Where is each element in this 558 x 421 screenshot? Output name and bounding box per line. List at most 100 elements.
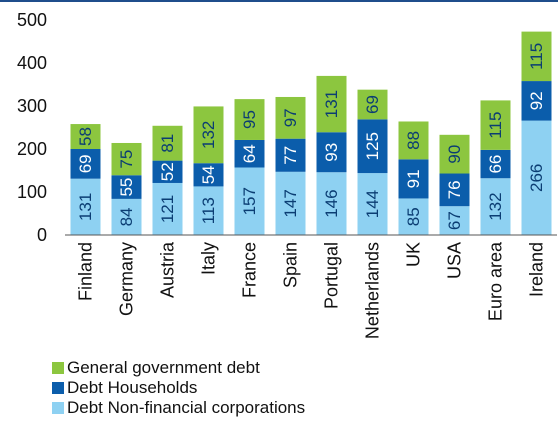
x-tick-label: UK	[404, 242, 424, 267]
data-label: 132	[199, 121, 218, 149]
bar-segment	[521, 120, 552, 235]
bar-segment	[111, 198, 142, 235]
data-label: 157	[240, 187, 259, 215]
x-tick-label: Austria	[158, 241, 178, 298]
data-label: 92	[527, 91, 546, 110]
legend-item-corporations: Debt Non-financial corporations	[52, 398, 305, 418]
bar-segment	[398, 159, 429, 199]
bar-segment	[316, 172, 347, 235]
bar-segment	[439, 173, 470, 207]
bar-segment	[234, 139, 265, 168]
data-label: 69	[363, 95, 382, 114]
data-label: 121	[158, 195, 177, 223]
bar-segment	[480, 178, 511, 235]
bar-segment	[480, 100, 511, 150]
top-rule	[0, 0, 558, 2]
data-label: 84	[117, 207, 136, 226]
y-tick-label: 100	[17, 182, 47, 202]
x-tick-label: Euro area	[486, 241, 506, 321]
y-tick-label: 400	[17, 53, 47, 73]
data-label: 52	[158, 162, 177, 181]
y-tick-label: 0	[37, 225, 47, 245]
data-label: 85	[404, 207, 423, 226]
stacked-bar-chart: 0 100 200 300 400 500 131 69 58 Finland 84 55 75 Germ…	[17, 10, 557, 339]
bar-segment	[193, 186, 224, 235]
bar-segment	[275, 171, 306, 235]
data-label: 115	[527, 43, 546, 70]
data-label: 64	[240, 144, 259, 163]
bar-segment	[357, 89, 388, 120]
legend-swatch-government	[52, 362, 64, 374]
y-tick-label: 300	[17, 96, 47, 116]
data-label: 81	[158, 134, 177, 153]
data-label: 147	[281, 189, 300, 217]
bar-segment	[111, 175, 142, 199]
bar-segment	[439, 206, 470, 235]
x-tick-label: Spain	[281, 242, 301, 288]
data-label: 69	[76, 154, 95, 173]
x-tick-label: Netherlands	[363, 242, 383, 339]
bar-segment	[398, 198, 429, 235]
data-label: 144	[363, 190, 382, 218]
bar-segment	[357, 119, 388, 174]
x-tick-label: Finland	[76, 242, 96, 301]
x-tick-label: Portugal	[322, 242, 342, 309]
legend-label-households: Debt Households	[67, 378, 198, 397]
legend-label-corporations: Debt Non-financial corporations	[67, 398, 306, 417]
bar-segment	[398, 121, 429, 160]
bar-segment	[70, 149, 101, 179]
bar-segment	[152, 182, 183, 235]
x-tick-label: USA	[445, 242, 465, 279]
legend: General government debt Debt Households …	[52, 358, 305, 418]
data-label: 115	[486, 112, 505, 139]
data-label: 75	[117, 150, 136, 169]
bar-segment	[521, 81, 552, 121]
bar-segment	[275, 138, 306, 172]
bar-segment	[111, 142, 142, 176]
data-label: 97	[281, 108, 300, 127]
bar-segment	[521, 31, 552, 82]
bar-segment	[234, 99, 265, 140]
data-label: 88	[404, 131, 423, 150]
legend-item-households: Debt Households	[52, 378, 305, 398]
data-label: 67	[445, 211, 464, 230]
legend-label-government: General government debt	[67, 358, 260, 377]
bar-segment	[480, 149, 511, 179]
bar-segment	[70, 178, 101, 235]
data-label: 266	[527, 164, 546, 192]
bar-segment	[439, 134, 470, 174]
bar-segment	[193, 163, 224, 187]
y-tick-label: 200	[17, 139, 47, 159]
bar-segment	[316, 75, 347, 133]
data-label: 93	[322, 143, 341, 162]
data-label: 146	[322, 189, 341, 217]
bar-segment	[234, 167, 265, 235]
x-tick-label: Ireland	[527, 242, 547, 297]
data-label: 58	[76, 127, 95, 146]
bar-segment	[193, 106, 224, 164]
x-tick-label: Italy	[199, 242, 219, 275]
data-label: 66	[486, 155, 505, 174]
data-label: 125	[363, 132, 382, 160]
data-label: 95	[240, 110, 259, 129]
legend-swatch-households	[52, 382, 64, 394]
legend-item-government: General government debt	[52, 358, 305, 378]
data-label: 77	[281, 146, 300, 165]
data-label: 55	[117, 178, 136, 197]
legend-swatch-corporations	[52, 402, 64, 414]
y-tick-label: 500	[17, 10, 47, 30]
data-label: 54	[199, 165, 218, 184]
data-label: 113	[199, 197, 218, 224]
data-label: 132	[486, 192, 505, 220]
data-label: 131	[322, 90, 341, 118]
bar-segment	[316, 132, 347, 173]
data-label: 90	[445, 145, 464, 164]
bar-segment	[357, 173, 388, 235]
data-label: 131	[76, 193, 95, 221]
bar-segment	[275, 96, 306, 139]
x-tick-label: France	[240, 242, 260, 298]
data-label: 76	[445, 180, 464, 199]
bar-segment	[152, 125, 183, 161]
x-tick-label: Germany	[117, 242, 137, 316]
data-label: 91	[404, 169, 423, 188]
